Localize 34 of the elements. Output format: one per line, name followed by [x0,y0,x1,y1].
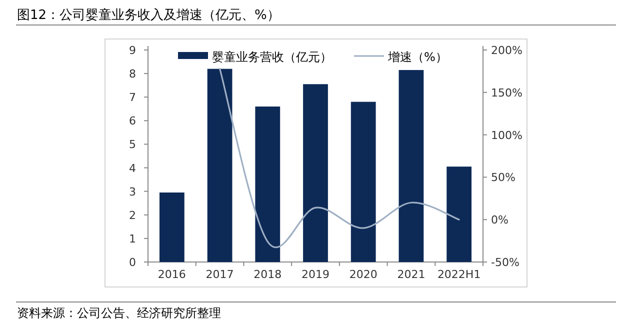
chart-title: 图12：公司婴童业务收入及增速（亿元、%） [17,7,280,23]
y-tick-label: 7 [129,91,136,104]
y-tick-label: 8 [129,68,136,81]
bar [398,70,424,262]
bar [446,166,472,262]
x-tick-label: 2017 [206,268,234,281]
bar [303,84,328,262]
legend-label: 婴童业务营收（亿元） [212,50,332,64]
x-tick-label: 2021 [397,268,426,281]
bar [255,106,280,262]
y-tick-label: 0 [129,256,136,269]
bar [207,68,232,262]
y-tick-label: 2 [129,208,136,222]
y2-tick-label: 0% [491,214,508,227]
y2-tick-label: 150% [491,86,522,100]
y-tick-label: 6 [129,114,136,128]
y2-tick-label: -50% [491,256,520,269]
y-tick-label: 4 [129,162,136,175]
text: 资料来源：公司公告、经济研究所整理 [17,306,221,320]
y2-tick-label: 100% [491,128,522,142]
x-tick-label: 2022H1 [437,268,481,281]
y-tick-label: 9 [129,44,136,57]
y2-tick-label: 200% [491,44,522,57]
y-tick-label: 1 [129,232,136,246]
bar [159,192,184,262]
y-tick-label: 3 [129,185,136,198]
y2-tick-label: 50% [491,171,516,184]
x-tick-label: 2018 [254,268,282,281]
y-tick-label: 5 [129,138,136,152]
x-tick-label: 2019 [302,268,330,281]
x-tick-label: 2020 [349,268,378,281]
x-tick-label: 2016 [158,268,186,281]
legend-label: 增速（%） [387,50,448,64]
bar [350,102,376,262]
